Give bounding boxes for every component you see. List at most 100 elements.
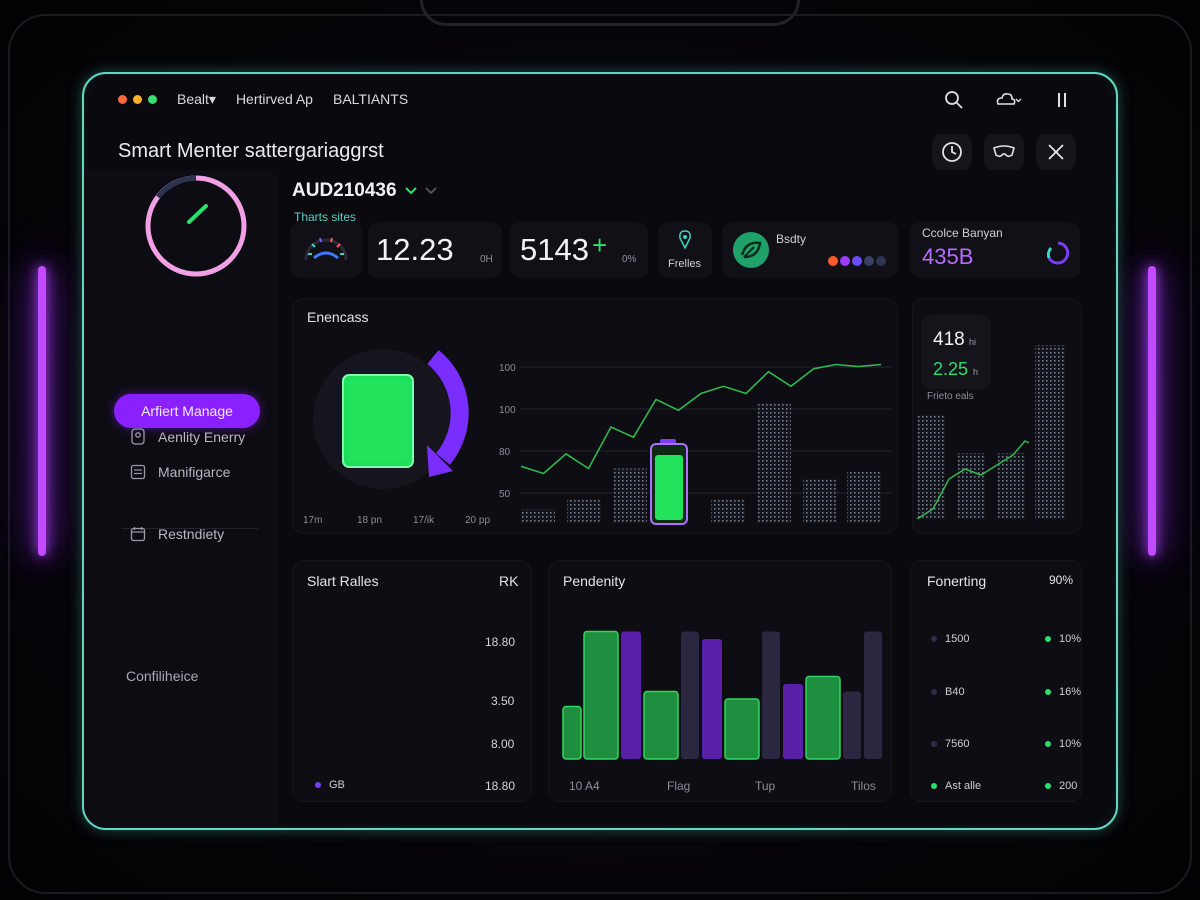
side-caption: Frieto eals xyxy=(927,391,974,402)
pendenity-bar xyxy=(562,705,582,760)
x-tick: Tup xyxy=(755,779,776,793)
y-tick: 100 xyxy=(499,363,516,374)
row-dot xyxy=(931,741,937,747)
sidebar-item-manifigarce[interactable]: Manifigarce xyxy=(130,464,230,480)
close-dot[interactable] xyxy=(118,94,127,104)
panel-title: Pendenity xyxy=(563,573,626,589)
pendenity-bar xyxy=(762,631,780,759)
battery-icon xyxy=(650,439,688,525)
color-dot xyxy=(864,256,874,266)
pendenity-bar xyxy=(643,690,679,760)
legend-dot xyxy=(315,782,321,788)
row-left: Ast alle xyxy=(945,780,982,792)
list-doc-icon xyxy=(130,464,146,480)
energy-panel: Enencass 17m 18 pn 17/ik 20 pp 100 100 8… xyxy=(292,298,898,534)
stat-card-5[interactable]: Ccolce Banyan 435B xyxy=(910,222,1080,278)
manage-button[interactable]: Arfiert Manage xyxy=(114,394,260,428)
panel-title: Fonerting xyxy=(927,573,987,589)
sidebar-item-label: Aenlity Enerry xyxy=(158,429,246,445)
energy-bar xyxy=(847,471,881,523)
color-dots xyxy=(828,256,886,266)
energy-bar xyxy=(803,478,837,523)
glasses-icon[interactable] xyxy=(984,134,1024,170)
menu-bealt[interactable]: Bealt▾ xyxy=(177,90,216,107)
sidebar-item-label: Manifigarce xyxy=(158,464,231,480)
x-tick: Flag xyxy=(667,779,691,793)
fonerting-row: 10% xyxy=(1045,738,1081,750)
y-tick: 100 xyxy=(499,405,516,416)
rate-value: 18.80 xyxy=(485,635,516,649)
sidebar-divider xyxy=(122,528,258,529)
device-id-label: AUD210436 xyxy=(292,180,397,201)
y-tick: 50 xyxy=(499,489,511,500)
close-icon[interactable] xyxy=(1036,134,1076,170)
action-buttons xyxy=(932,134,1076,170)
side-unit: h xyxy=(973,367,979,377)
rate-value: 3.50 xyxy=(491,694,515,708)
sidebar-item-restndiety[interactable]: Restndiety xyxy=(130,526,224,542)
start-rates-panel: Slart Ralles RK 18.80 3.50 8.00 18.80 GB xyxy=(292,560,532,802)
row-dot xyxy=(1045,741,1051,747)
side-mini-chart xyxy=(916,345,1065,519)
speedometer-icon xyxy=(304,237,348,261)
app-title: Smart Menter sattergariaggrst xyxy=(118,140,384,162)
energy-bar xyxy=(757,403,791,523)
speed-gauge-card[interactable] xyxy=(290,222,362,278)
side-value: 418 xyxy=(933,329,965,350)
left-neon-bar xyxy=(38,266,46,556)
right-neon-bar xyxy=(1148,266,1156,556)
row-dot xyxy=(931,783,937,789)
fonerting-row: Ast alle xyxy=(931,780,981,792)
device-id[interactable]: AUD210436 xyxy=(292,180,437,202)
fonerting-row: 1500 xyxy=(931,633,969,645)
stat-card-1[interactable]: 12.23 0H xyxy=(368,222,502,278)
calendar-icon xyxy=(130,527,146,542)
x-tick: 10 A4 xyxy=(569,779,600,793)
side-stat-box: 418 hi 2.25 h xyxy=(921,315,991,389)
row-right: 16% xyxy=(1059,686,1082,698)
pendenity-panel: Pendenity 10 A4 Flag Tup Tilos xyxy=(548,560,892,802)
menu-hertirved[interactable]: Hertirved Ap xyxy=(235,91,313,107)
stat-unit: 0% xyxy=(622,254,637,265)
cloud-dropdown-icon[interactable] xyxy=(994,86,1022,114)
gauge-icon xyxy=(145,175,247,277)
energy-bar xyxy=(567,499,601,523)
row-left: 7560 xyxy=(945,738,970,750)
fonerting-row: 10% xyxy=(1045,633,1081,645)
pause-icon[interactable] xyxy=(1048,86,1076,114)
x-tick: 17m xyxy=(303,515,323,526)
card-label: Ccolce Banyan xyxy=(922,226,1003,240)
stat-value: 435B xyxy=(922,244,974,269)
sidebar-footer[interactable]: Confiliheice xyxy=(126,668,199,684)
battery-cycle-icon xyxy=(313,349,469,489)
clock-icon[interactable] xyxy=(932,134,972,170)
fonerting-panel: Fonerting 90% 1500 10% B40 16% 7560 10% … xyxy=(910,560,1082,802)
stat-value: 5143 xyxy=(520,232,589,267)
search-icon[interactable] xyxy=(940,86,968,114)
rate-value: 18.80 xyxy=(485,779,516,793)
rate-value: 8.00 xyxy=(491,737,515,751)
stat-card-4[interactable]: Bsdty xyxy=(722,222,898,278)
energy-bar xyxy=(711,499,745,523)
x-tick: 18 pn xyxy=(357,515,383,526)
x-tick: 17/ik xyxy=(413,515,435,526)
panel-right-label: RK xyxy=(499,573,519,589)
menu-baltiants[interactable]: BALTIANTS xyxy=(332,91,409,107)
energy-trend-line xyxy=(521,363,882,475)
maximize-dot[interactable] xyxy=(148,94,157,104)
sidebar-item-label: Restndiety xyxy=(158,526,225,542)
row-right: 200 xyxy=(1059,780,1078,792)
minimize-dot[interactable] xyxy=(133,94,142,104)
stat-card-2[interactable]: 5143 + 0% xyxy=(510,222,648,278)
stat-unit: 0H xyxy=(480,254,493,265)
stat-plus: + xyxy=(592,230,608,260)
fonerting-row: 7560 xyxy=(931,738,969,750)
row-left: B40 xyxy=(945,686,965,698)
pendenity-bar xyxy=(724,698,760,760)
stat-card-3[interactable]: Frelles xyxy=(658,222,712,278)
panel-right-label: 90% xyxy=(1049,573,1074,587)
sidebar-item-energy[interactable]: Aenlity Enerry xyxy=(130,428,245,446)
title-bar: Bealt▾ Hertirved Ap BALTIANTS xyxy=(84,74,1116,124)
row-dot xyxy=(1045,689,1051,695)
panel-title: Slart Ralles xyxy=(307,573,379,589)
